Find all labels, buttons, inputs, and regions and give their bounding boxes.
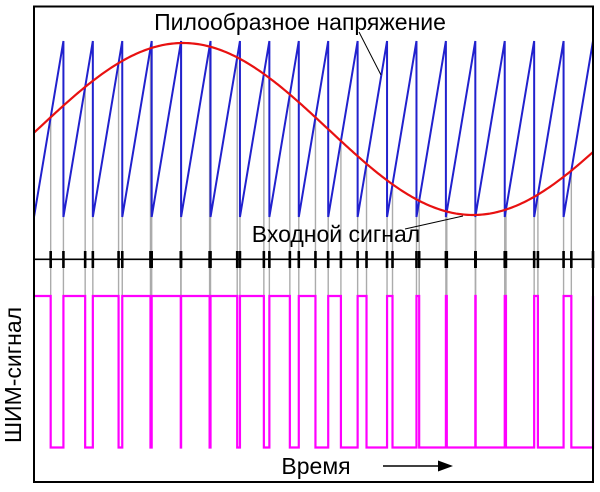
pwm-signal-wave: [34, 294, 595, 449]
sawtooth-wave: [33, 40, 594, 218]
time-arrow: [383, 460, 453, 472]
input-signal-label: Входной сигнал: [252, 221, 420, 247]
outer-frame: [33, 5, 594, 483]
sawtooth-label-pointer: [358, 31, 382, 76]
input-label-pointer: [404, 215, 464, 230]
pwm-signal-path: [34, 294, 595, 449]
input-signal-path: [33, 41, 594, 217]
pwm-axis-label: ШИМ-сигнал: [0, 307, 26, 443]
input-signal-wave: [33, 41, 594, 217]
sawtooth-label: Пилообразное напряжение: [154, 9, 446, 35]
time-axis-label: Время: [281, 453, 350, 479]
time-arrow-head: [438, 460, 453, 472]
sawtooth-path: [33, 40, 594, 218]
